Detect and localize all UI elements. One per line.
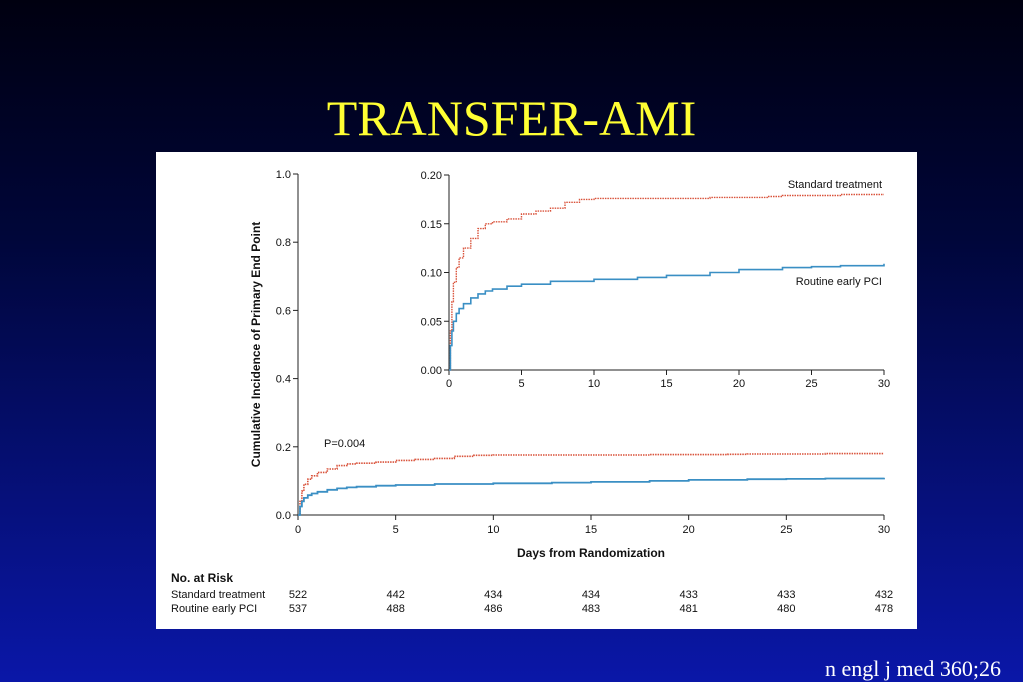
inset-x-tick-label: 10: [588, 378, 600, 390]
x-tick-label: 5: [393, 524, 399, 536]
kaplan-meier-figure: 0.0 0.2 0.4 0.6 0.8 1.0 0 5 10 15 20 25 30 Days from …: [156, 152, 917, 629]
risk-table-cell: 483: [582, 603, 600, 615]
x-tick-label: 15: [585, 524, 597, 536]
inset-label-standard-treatment: Standard treatment: [788, 179, 882, 191]
risk-table-cell: 488: [386, 603, 404, 615]
risk-table-cell: 478: [875, 603, 893, 615]
inset-x-tick-label: 5: [518, 378, 524, 390]
y-tick-label: 0.8: [276, 237, 291, 249]
risk-table-cell: 433: [777, 589, 795, 601]
inset-y-tick-label: 0.20: [421, 170, 442, 182]
risk-table-cell: 434: [484, 589, 502, 601]
p-value-annotation: P=0.004: [324, 438, 365, 450]
inset-x-tick-label: 30: [878, 378, 890, 390]
inset-x-tick-label: 25: [805, 378, 817, 390]
inset-series-line-routine-early-pci: [449, 263, 885, 371]
chart-canvas: 0.0 0.2 0.4 0.6 0.8 1.0 0 5 10 15 20 25 30 Days from …: [171, 169, 893, 615]
series-line-routine-early-pci: [298, 477, 885, 516]
inset-y-tick-label: 0.10: [421, 268, 442, 280]
risk-table-cell: 480: [777, 603, 795, 615]
inset-x-tick-label: 20: [733, 378, 745, 390]
y-tick-label: 0.4: [276, 374, 291, 386]
risk-table-cell: 442: [386, 589, 404, 601]
risk-table-row-label: Routine early PCI: [171, 603, 257, 615]
y-tick-label: 0.6: [276, 305, 291, 317]
x-tick-label: 10: [487, 524, 499, 536]
inset-x-tick-label: 15: [660, 378, 672, 390]
inset-y-tick-label: 0.05: [421, 316, 442, 328]
slide-title: TRANSFER-AMI: [326, 90, 697, 146]
y-axis-label: Cumulative Incidence of Primary End Poin…: [249, 222, 263, 467]
risk-table-cell: 433: [679, 589, 697, 601]
risk-table-cell: 522: [289, 589, 307, 601]
citation: n engl j med 360;26: [825, 656, 1001, 681]
inset-y-tick-label: 0.00: [421, 365, 442, 377]
y-tick-label: 0.2: [276, 442, 291, 454]
risk-table-cell: 537: [289, 603, 307, 615]
risk-table-title: No. at Risk: [171, 571, 233, 585]
risk-table-cell: 432: [875, 589, 893, 601]
x-tick-label: 0: [295, 524, 301, 536]
risk-table-row-label: Standard treatment: [171, 589, 265, 601]
x-tick-label: 30: [878, 524, 890, 536]
risk-table-cell: 481: [679, 603, 697, 615]
inset-label-routine-early-pci: Routine early PCI: [796, 276, 882, 288]
inset-y-tick-label: 0.15: [421, 219, 442, 231]
series-line-standard-treatment: [298, 452, 884, 516]
risk-table-cell: 486: [484, 603, 502, 615]
x-axis-label: Days from Randomization: [517, 546, 665, 560]
y-tick-label: 1.0: [276, 169, 291, 181]
x-tick-label: 20: [683, 524, 695, 536]
inset-x-tick-label: 0: [446, 378, 452, 390]
inset-series-line-standard-treatment: [449, 193, 884, 371]
y-tick-label: 0.0: [276, 510, 291, 522]
risk-table-cell: 434: [582, 589, 600, 601]
x-tick-label: 25: [780, 524, 792, 536]
